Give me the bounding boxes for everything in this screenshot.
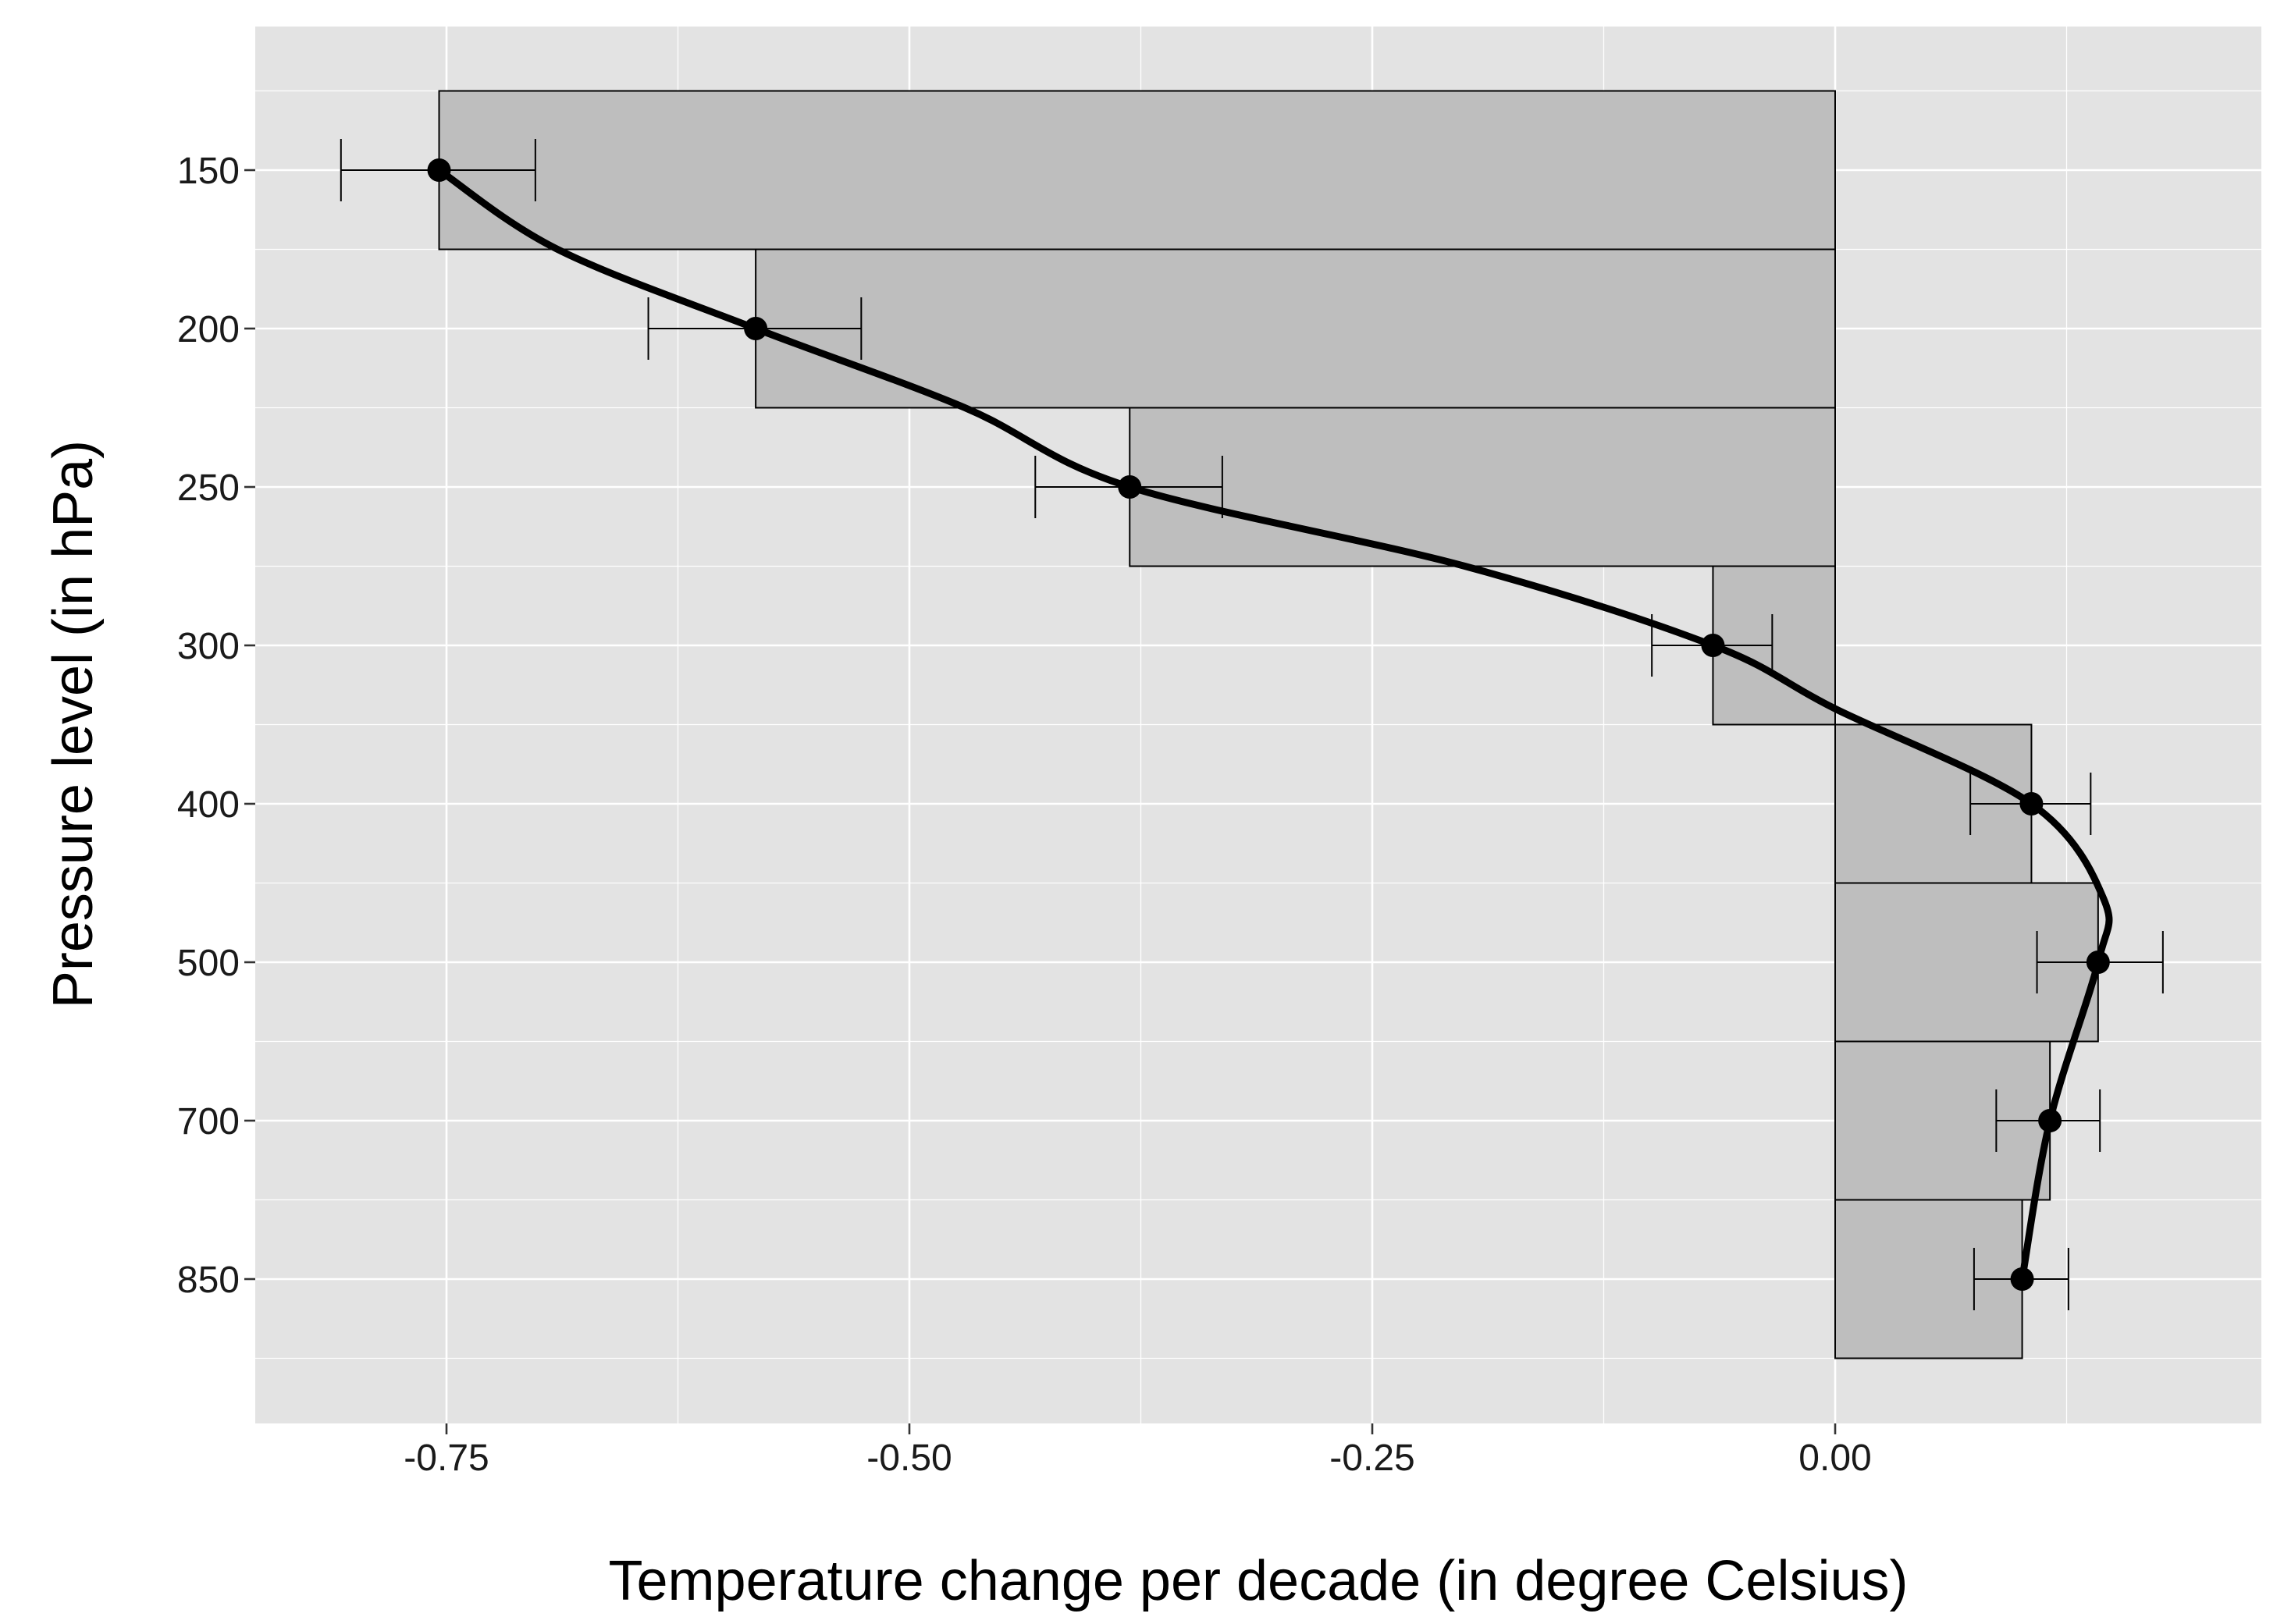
x-tick-label-2: -0.25 xyxy=(1329,1437,1414,1479)
x-tick-label-1: -0.50 xyxy=(866,1437,952,1479)
y-tick-label-200: 200 xyxy=(177,309,240,350)
y-tick-label-500: 500 xyxy=(177,943,240,984)
point-150 xyxy=(427,158,451,182)
point-400 xyxy=(2019,792,2044,816)
y-tick-label-150: 150 xyxy=(177,151,240,192)
bars xyxy=(438,90,2099,1359)
point-250 xyxy=(1118,475,1142,499)
x-tick-label-0: -0.75 xyxy=(404,1437,489,1479)
point-850 xyxy=(2010,1267,2034,1291)
bar-250 xyxy=(1129,407,1836,567)
x-tick-label-3: 0.00 xyxy=(1798,1437,1871,1479)
point-200 xyxy=(744,317,768,340)
x-axis-title: Temperature change per decade (in degree… xyxy=(609,1550,1909,1612)
point-700 xyxy=(2038,1109,2062,1132)
point-500 xyxy=(2086,951,2110,974)
bar-150 xyxy=(438,90,1837,251)
y-tick-label-400: 400 xyxy=(177,784,240,826)
y-tick-label-700: 700 xyxy=(177,1101,240,1142)
y-tick-label-850: 850 xyxy=(177,1260,240,1301)
point-300 xyxy=(1701,634,1725,657)
data-points xyxy=(427,158,2110,1291)
y-tick-label-300: 300 xyxy=(177,626,240,667)
y-axis-title: Pressure level (in hPa) xyxy=(42,440,105,1008)
tick-labels: -0.75 -0.50 -0.25 0.00 150 200 250 300 400 500 700… xyxy=(177,151,1872,1479)
axis-ticks xyxy=(244,169,1837,1434)
bar-200 xyxy=(755,248,1836,409)
y-tick-label-250: 250 xyxy=(177,467,240,509)
